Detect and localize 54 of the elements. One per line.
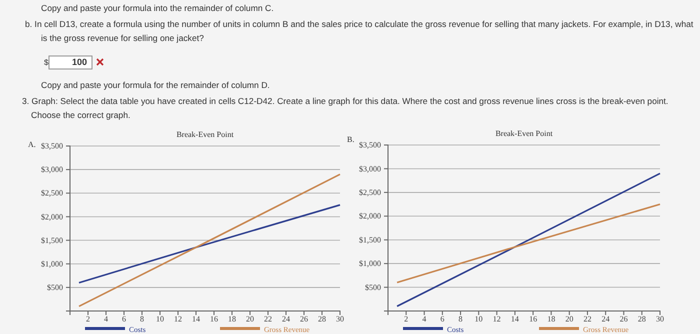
- x-tick-label: 12: [492, 314, 501, 324]
- y-tick-label: $2,000: [359, 212, 381, 221]
- text: 100: [72, 57, 87, 67]
- x-tick-label: 16: [210, 314, 218, 324]
- text: $: [44, 58, 49, 67]
- x-tick-label: 8: [140, 314, 144, 324]
- x-tick-label: 26: [620, 314, 628, 324]
- x-tick-label: 20: [565, 314, 574, 324]
- y-tick-label: $3,000: [359, 164, 381, 174]
- x-tick-label: 14: [192, 314, 200, 324]
- text: A.: [28, 140, 36, 149]
- y-tick-label: $500: [47, 282, 63, 292]
- x-tick-label: 4: [422, 314, 426, 324]
- x-tick-label: 10: [156, 314, 164, 324]
- x-tick-label: 16: [529, 314, 538, 324]
- x-tick-label: 30: [336, 314, 344, 324]
- chart-title: Break-Even Point: [176, 130, 234, 139]
- x-tick-label: 30: [656, 314, 664, 324]
- text: Copy and paste your formula into the remainder of column C.: [41, 3, 274, 13]
- x-tick-label: 24: [282, 314, 290, 324]
- x-tick-label: 22: [264, 314, 272, 324]
- y-tick-label: $2,000: [41, 212, 63, 222]
- y-tick-label: $500: [365, 282, 381, 292]
- x-tick-label: 4: [104, 314, 108, 324]
- chart-title: Break-Even Point: [495, 129, 554, 138]
- text: 3. Graph: Select the data table you have created in cells C12-D42. Create a line graph for this data. Where the cost and gross revenue lines cross is the break-even point. Choose the correct graph.: [22, 96, 668, 120]
- y-tick-label: $1,500: [359, 235, 381, 244]
- text: b. In cell D13, create a formula using the number of units in column B and the sales price to calculate the gross revenue for selling that many jackets. For example, in D13, what is the gross revenue for selling one jacket?: [25, 19, 694, 43]
- text: Copy and paste your formula for the remainder of column D.: [41, 80, 270, 90]
- x-tick-label: 6: [440, 314, 444, 324]
- x-tick-label: 6: [122, 314, 126, 324]
- x-tick-label: 12: [174, 314, 182, 324]
- y-tick-label: $1,500: [41, 236, 63, 245]
- x-tick-label: 22: [583, 314, 592, 324]
- x-tick-label: 8: [458, 314, 463, 324]
- y-tick-label: $2,500: [41, 188, 63, 198]
- x-tick-label: 26: [300, 314, 308, 324]
- x-tick-label: 28: [638, 314, 646, 324]
- x-tick-label: 18: [547, 314, 556, 324]
- y-tick-label: $3,500: [359, 140, 381, 150]
- x-tick-label: 20: [246, 314, 254, 324]
- text: B.: [347, 135, 354, 144]
- y-tick-label: $3,500: [41, 142, 63, 151]
- x-tick-label: 2: [86, 314, 90, 324]
- x-tick-label: 28: [318, 314, 326, 324]
- x-tick-label: 2: [404, 314, 408, 324]
- y-tick-label: $2,500: [359, 188, 381, 197]
- y-tick-label: $1,000: [359, 259, 381, 268]
- x-tick-label: 18: [228, 314, 236, 324]
- y-tick-label: $1,000: [41, 259, 63, 268]
- y-tick-label: $3,000: [41, 165, 63, 174]
- x-tick-label: 10: [474, 314, 483, 324]
- x-tick-label: 24: [602, 314, 610, 324]
- x-tick-label: 14: [510, 314, 519, 324]
